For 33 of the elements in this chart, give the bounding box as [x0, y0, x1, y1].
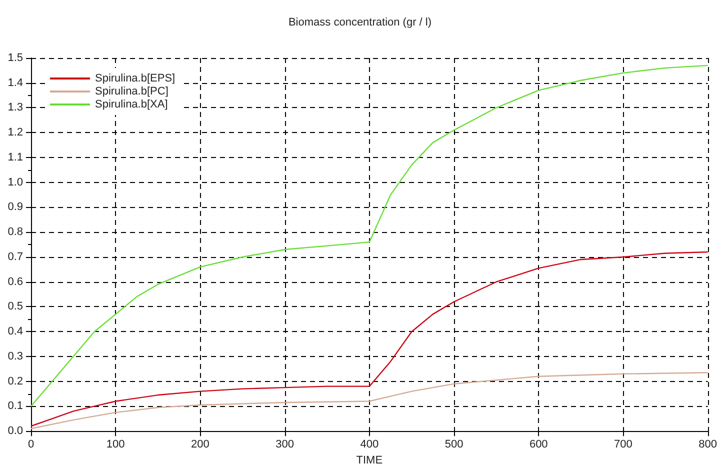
line-series: [30, 251, 708, 427]
y-tick-label: 1.2: [8, 126, 23, 139]
legend-label: Spirulina.b[PC]: [95, 86, 168, 98]
x-tick-label: 400: [360, 438, 379, 451]
y-tick-label: 1.3: [8, 102, 23, 114]
y-tick-label: 0.8: [8, 226, 23, 238]
y-tick-label: 1.1: [8, 151, 23, 164]
y-tick-label: 0.7: [8, 250, 23, 263]
y-tick-label: 0.4: [8, 326, 23, 338]
x-tick-label: 200: [191, 438, 210, 451]
x-tick-label: 300: [276, 438, 294, 451]
x-tick-label: 100: [106, 438, 125, 451]
x-tick-label: 800: [698, 438, 718, 451]
line-series: [30, 372, 708, 430]
x-tick-label: 700: [614, 438, 632, 451]
y-tick-label: 0.0: [8, 425, 23, 438]
legend-label: Spirulina.b[XA]: [95, 98, 168, 110]
line-series: [30, 64, 708, 407]
y-tick-label: 1.0: [8, 176, 23, 188]
x-tick-label: 500: [444, 438, 464, 451]
y-tick-label: 0.2: [8, 375, 23, 388]
y-tick-label: 1.4: [8, 76, 23, 89]
x-axis-title: TIME: [356, 454, 383, 466]
x-tick-label: 600: [529, 438, 548, 451]
legend-label: Spirulina.b[EPS]: [95, 72, 176, 84]
y-tick-label: 0.1: [8, 400, 23, 412]
y-tick-label: 0.9: [8, 201, 23, 214]
y-tick-label: 0.3: [8, 350, 23, 362]
y-tick-label: 0.6: [8, 276, 23, 288]
chart-title: Biomass concentration (gr / l): [288, 16, 432, 28]
x-tick-label: 0: [28, 438, 34, 451]
y-tick-label: 0.5: [8, 300, 23, 313]
y-tick-label: 1.5: [8, 52, 23, 64]
